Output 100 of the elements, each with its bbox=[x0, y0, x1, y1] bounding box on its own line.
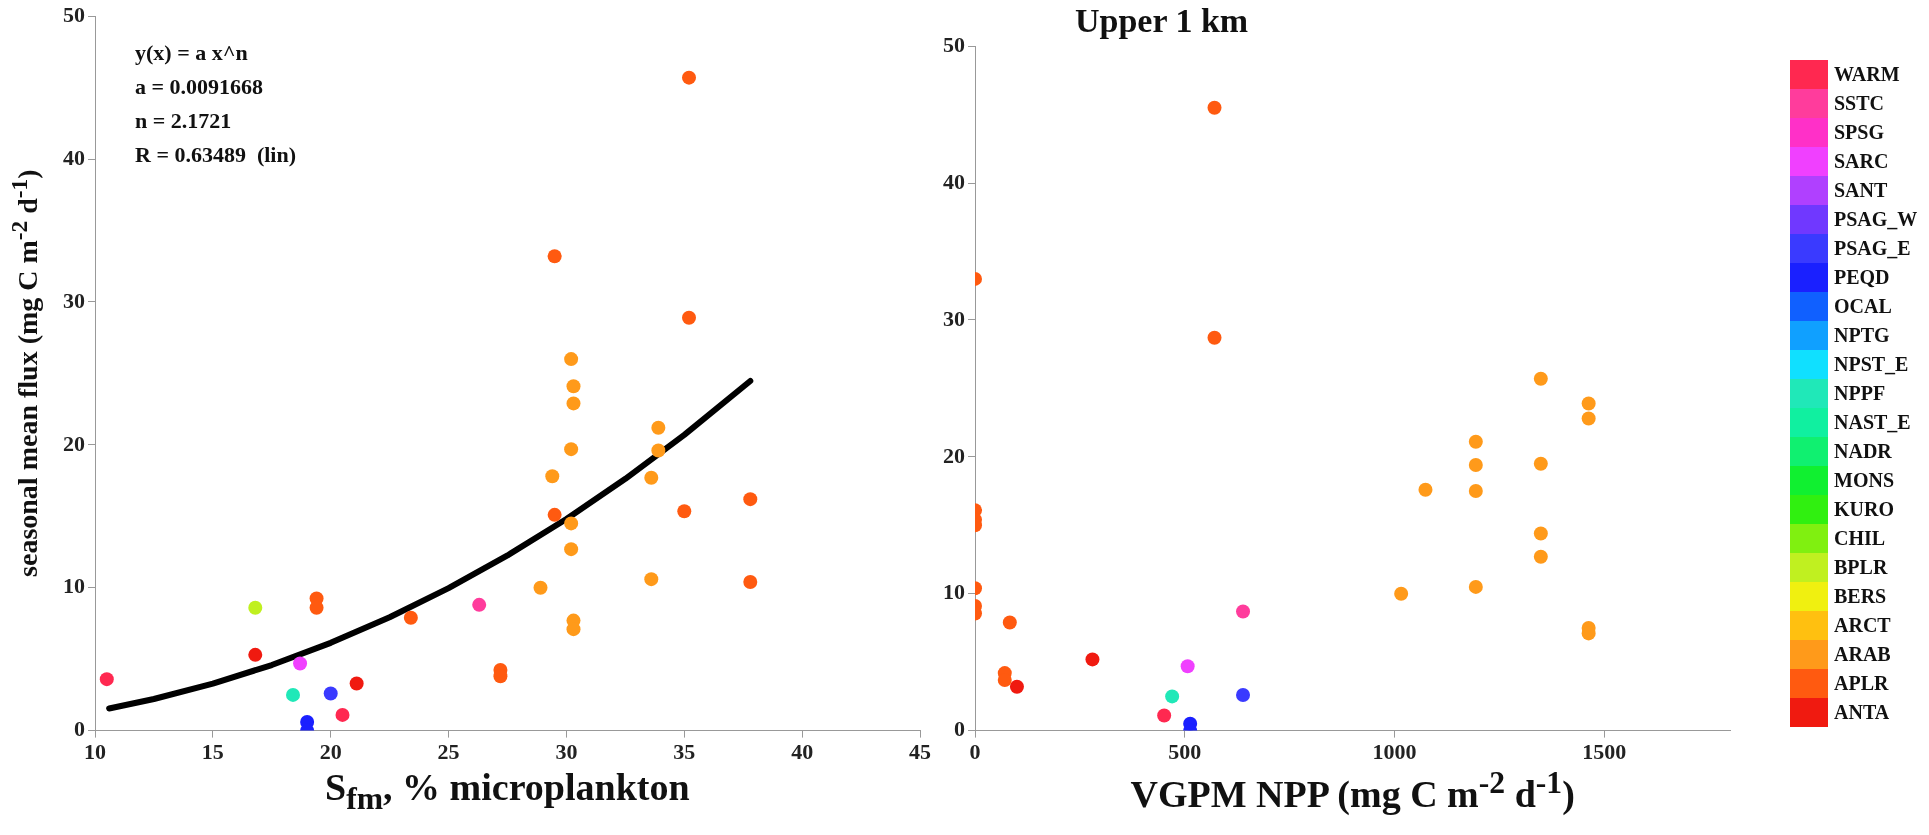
point bbox=[472, 597, 487, 612]
point bbox=[564, 542, 579, 557]
x-tick-label: 500 bbox=[1168, 739, 1202, 765]
point bbox=[1581, 411, 1596, 426]
point bbox=[682, 310, 696, 325]
point bbox=[1468, 434, 1483, 449]
y-tick-label: 30 bbox=[63, 287, 85, 313]
x-tick-label: 1000 bbox=[1372, 739, 1417, 765]
point bbox=[547, 507, 562, 522]
legend-label: CHIL bbox=[1834, 527, 1886, 550]
legend-label: OCAL bbox=[1834, 295, 1892, 318]
y-tick-label: 40 bbox=[943, 168, 965, 194]
legend-label: ANTA bbox=[1834, 701, 1890, 724]
point bbox=[1009, 679, 1024, 694]
y-tick-label: 50 bbox=[63, 1, 85, 27]
x-tick-label: 45 bbox=[909, 739, 931, 765]
point bbox=[1236, 604, 1251, 619]
legend-label: NPST_E bbox=[1834, 353, 1909, 376]
annotation: a = 0.0091668 bbox=[135, 74, 264, 100]
point bbox=[651, 420, 666, 435]
point bbox=[1468, 458, 1483, 473]
annotation: y(x) = a x^n bbox=[135, 40, 248, 66]
chart-title: Upper 1 km bbox=[1075, 2, 1249, 40]
point bbox=[335, 707, 350, 722]
point bbox=[1533, 526, 1548, 541]
legend-label: BERS bbox=[1834, 585, 1887, 608]
x-tick-label: 10 bbox=[84, 739, 106, 765]
point bbox=[1468, 579, 1483, 594]
x-tick-label: 1500 bbox=[1582, 739, 1627, 765]
legend-label: NPTG bbox=[1834, 324, 1890, 347]
annotation: n = 2.1721 bbox=[135, 108, 232, 134]
legend-label: PSAG_W bbox=[1834, 208, 1918, 231]
point bbox=[564, 442, 579, 457]
legend-label: NADR bbox=[1834, 440, 1892, 463]
point bbox=[547, 249, 562, 264]
point bbox=[566, 622, 581, 637]
y-tick-label: 10 bbox=[63, 573, 85, 599]
point bbox=[1394, 586, 1409, 601]
point bbox=[99, 672, 114, 687]
point bbox=[349, 676, 364, 691]
point bbox=[644, 470, 659, 485]
point bbox=[1533, 371, 1548, 386]
legend-label: SPSG bbox=[1834, 121, 1885, 144]
point bbox=[677, 504, 692, 519]
x-tick-label: 15 bbox=[201, 739, 224, 765]
legend-label: SARC bbox=[1834, 150, 1889, 173]
point bbox=[533, 580, 548, 595]
y-tick-label: 50 bbox=[943, 31, 965, 57]
point bbox=[1581, 396, 1596, 411]
x-tick-label: 30 bbox=[555, 739, 578, 765]
point bbox=[1236, 688, 1251, 703]
legend-label: SSTC bbox=[1834, 92, 1885, 115]
legend-label: SANT bbox=[1834, 179, 1888, 202]
legend-label: MONS bbox=[1834, 469, 1894, 492]
legend-label: NPPF bbox=[1834, 382, 1886, 405]
point bbox=[1533, 456, 1548, 471]
point bbox=[644, 572, 659, 587]
x-axis-title: VGPM NPP (mg C m$^{-2}$ d$^{-1}$) bbox=[1130, 764, 1575, 816]
point bbox=[1180, 659, 1195, 674]
point bbox=[743, 492, 758, 507]
x-tick-label: 40 bbox=[791, 739, 814, 765]
point bbox=[651, 443, 666, 458]
point bbox=[682, 70, 696, 85]
point bbox=[248, 647, 263, 662]
y-tick-label: 40 bbox=[63, 144, 85, 170]
x-axis-title: S$_{fm}$, % microplankton bbox=[325, 764, 690, 817]
legend-label: NAST_E bbox=[1834, 411, 1911, 434]
y-tick-label: 0 bbox=[74, 716, 85, 742]
legend-label: ARAB bbox=[1834, 643, 1891, 666]
y-tick-label: 20 bbox=[63, 430, 85, 456]
x-tick-label: 20 bbox=[319, 739, 342, 765]
point bbox=[743, 575, 758, 590]
point bbox=[564, 352, 579, 367]
point bbox=[286, 687, 300, 702]
legend-label: APLR bbox=[1834, 672, 1889, 695]
x-tick-label: 25 bbox=[437, 739, 460, 765]
point bbox=[323, 686, 338, 701]
point bbox=[545, 469, 560, 484]
point bbox=[566, 379, 581, 394]
legend-label: ARCT bbox=[1834, 614, 1891, 637]
x-tick-label: 0 bbox=[969, 739, 981, 765]
y-tick-label: 10 bbox=[943, 579, 965, 605]
point bbox=[566, 396, 581, 411]
point bbox=[1085, 652, 1100, 667]
legend-label: PSAG_E bbox=[1834, 237, 1911, 260]
legend-label: KURO bbox=[1834, 498, 1894, 521]
y-tick-label: 20 bbox=[943, 442, 965, 468]
y-tick-label: 30 bbox=[943, 305, 965, 331]
legend-label: WARM bbox=[1834, 63, 1900, 86]
x-tick-label: 35 bbox=[673, 739, 696, 765]
point bbox=[1157, 708, 1172, 723]
legend-label: PEQD bbox=[1834, 266, 1890, 289]
point bbox=[1468, 484, 1483, 499]
point bbox=[564, 516, 579, 531]
point bbox=[293, 656, 308, 671]
point bbox=[1418, 482, 1433, 497]
point bbox=[403, 610, 418, 625]
legend-label: BPLR bbox=[1834, 556, 1888, 579]
point bbox=[248, 600, 263, 615]
y-tick-label: 0 bbox=[954, 716, 965, 742]
